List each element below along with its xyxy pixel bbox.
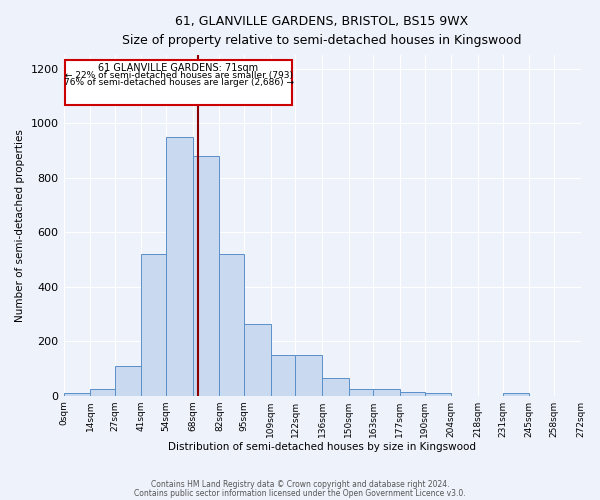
Bar (271, 355, 295, 396)
Bar (295, 355, 322, 396)
FancyBboxPatch shape (65, 60, 292, 104)
Y-axis label: Number of semi-detached properties: Number of semi-detached properties (15, 129, 25, 322)
Bar (349, 389, 373, 396)
X-axis label: Distribution of semi-detached houses by size in Kingswood: Distribution of semi-detached houses by … (168, 442, 476, 452)
Text: Contains HM Land Registry data © Crown copyright and database right 2024.: Contains HM Land Registry data © Crown c… (151, 480, 449, 489)
Bar (64, 393, 90, 396)
Bar (322, 378, 349, 396)
Bar (400, 392, 425, 396)
Bar (244, 324, 271, 396)
Bar (142, 254, 166, 396)
Text: Contains public sector information licensed under the Open Government Licence v3: Contains public sector information licen… (134, 489, 466, 498)
Bar (115, 366, 142, 396)
Title: 61, GLANVILLE GARDENS, BRISTOL, BS15 9WX
Size of property relative to semi-detac: 61, GLANVILLE GARDENS, BRISTOL, BS15 9WX… (122, 15, 522, 47)
Bar (373, 389, 400, 396)
Bar (220, 254, 244, 396)
Bar (90, 389, 115, 396)
Bar (193, 156, 220, 396)
Bar (425, 393, 451, 396)
Text: 61 GLANVILLE GARDENS: 71sqm: 61 GLANVILLE GARDENS: 71sqm (98, 64, 259, 74)
Bar (503, 393, 529, 396)
Text: 76% of semi-detached houses are larger (2,686) →: 76% of semi-detached houses are larger (… (64, 78, 293, 86)
Text: ← 22% of semi-detached houses are smaller (793): ← 22% of semi-detached houses are smalle… (65, 71, 293, 80)
Bar (166, 137, 193, 396)
